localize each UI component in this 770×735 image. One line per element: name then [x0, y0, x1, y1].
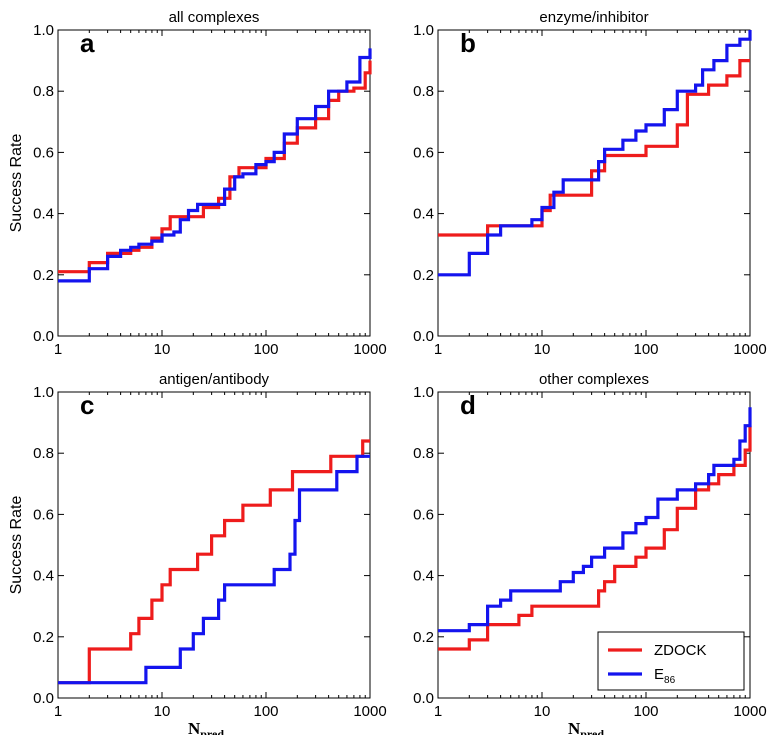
y-tick-label: 0.6 [33, 144, 54, 161]
x-axis-label: Npred [188, 719, 224, 735]
y-tick-label: 0.6 [413, 144, 434, 161]
panel-d: 1 10 100 1000 0.0 0.2 0.4 0.6 0.8 1.0 d other compl… [413, 371, 767, 735]
panel-letter: a [80, 28, 95, 58]
x-tick-label: 10 [534, 703, 551, 720]
y-tick-label: 0.8 [413, 83, 434, 100]
panel-letter: d [460, 390, 476, 420]
x-tick-label: 10 [534, 341, 551, 358]
series-line-red [438, 425, 752, 651]
y-tick-label: 1.0 [413, 22, 434, 39]
y-tick-label: 0.0 [413, 328, 434, 345]
y-tick-label: 0.0 [413, 690, 434, 707]
series-line-blue [58, 48, 372, 283]
plot-frame [437, 29, 751, 337]
panel-a: 1 10 100 1000 0.0 0.2 0.4 0.6 0.8 1.0 a all complex… [8, 9, 387, 358]
y-axis-label: Success Rate [8, 496, 25, 595]
y-tick-label: 0.4 [413, 568, 434, 585]
panel-letter: b [460, 28, 476, 58]
series-line-blue [58, 454, 370, 685]
legend-label: E86 [654, 666, 676, 686]
x-tick-label: 1000 [733, 341, 766, 358]
plot-frame [57, 29, 371, 337]
y-tick-label: 0.4 [33, 206, 54, 223]
y-tick-label: 0.4 [413, 206, 434, 223]
y-tick-label: 0.4 [33, 568, 54, 585]
y-tick-label: 1.0 [33, 22, 54, 39]
panel-title: enzyme/inhibitor [539, 9, 648, 26]
legend: ZDOCK E86 [597, 631, 745, 691]
y-tick-label: 0.6 [413, 506, 434, 523]
y-tick-label: 0.2 [33, 629, 54, 646]
x-tick-label: 100 [633, 341, 658, 358]
y-tick-label: 0.8 [33, 83, 54, 100]
y-tick-label: 0.2 [413, 629, 434, 646]
x-tick-label: 1 [434, 341, 442, 358]
x-tick-label: 10 [154, 341, 171, 358]
y-tick-label: 1.0 [413, 384, 434, 401]
series-line-red [58, 60, 372, 274]
panel-title: other complexes [539, 371, 649, 388]
x-tick-label: 100 [253, 703, 278, 720]
x-tick-label: 10 [154, 703, 171, 720]
plot-frame [437, 391, 751, 699]
legend-box [597, 631, 745, 691]
series-line-blue [438, 407, 752, 633]
y-tick-label: 0.8 [33, 445, 54, 462]
panel-title: antigen/antibody [159, 371, 270, 388]
x-tick-label: 100 [253, 341, 278, 358]
legend-label: ZDOCK [654, 642, 707, 659]
x-axis-label: Npred [568, 719, 604, 735]
series-line-red [438, 59, 750, 237]
x-tick-label: 1000 [733, 703, 766, 720]
panel-c: 1 10 100 1000 0.0 0.2 0.4 0.6 0.8 1.0 c antigen/ant… [8, 371, 387, 735]
y-tick-label: 0.6 [33, 506, 54, 523]
y-tick-label: 0.8 [413, 445, 434, 462]
x-tick-label: 1000 [353, 703, 386, 720]
y-axis-label: Success Rate [8, 134, 25, 233]
y-tick-label: 0.2 [33, 267, 54, 284]
y-tick-label: 0.0 [33, 690, 54, 707]
panel-title: all complexes [169, 9, 260, 26]
x-tick-label: 1000 [353, 341, 386, 358]
series-line-red [58, 439, 370, 685]
panel-b: 1 10 100 1000 0.0 0.2 0.4 0.6 0.8 1.0 b enzyme/inhi… [413, 9, 767, 358]
x-tick-label: 100 [633, 703, 658, 720]
x-tick-label: 1 [434, 703, 442, 720]
y-tick-label: 0.2 [413, 267, 434, 284]
y-tick-label: 1.0 [33, 384, 54, 401]
panel-letter: c [80, 390, 94, 420]
x-tick-label: 1 [54, 341, 62, 358]
y-tick-label: 0.0 [33, 328, 54, 345]
plot-frame [57, 391, 371, 699]
x-tick-label: 1 [54, 703, 62, 720]
series-line-blue [438, 30, 752, 277]
